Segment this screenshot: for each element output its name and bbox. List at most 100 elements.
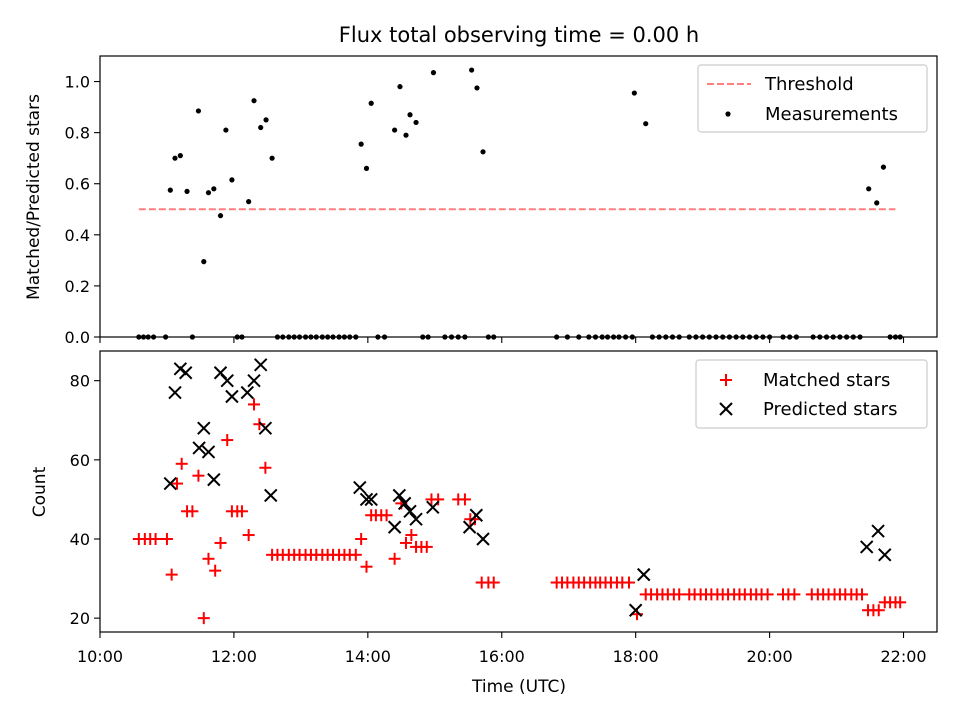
predicted-star-point bbox=[859, 540, 874, 554]
matched-star-point bbox=[872, 604, 885, 617]
bottom-x-tick-label: 16:00 bbox=[479, 647, 525, 666]
measurement-point bbox=[363, 165, 370, 171]
bottom-x-tick-label: 22:00 bbox=[880, 647, 926, 666]
matched-star-point bbox=[349, 548, 362, 561]
legend-measurements-swatch bbox=[725, 111, 731, 117]
matched-star-point bbox=[458, 493, 471, 506]
top-y-tick-label: 0.4 bbox=[65, 226, 90, 245]
bottom-plot-area bbox=[132, 358, 907, 625]
bottom-y-axis-label: Count bbox=[30, 466, 50, 517]
matched-star-point bbox=[259, 461, 272, 474]
predicted-star-point bbox=[225, 389, 239, 404]
predicted-star-point bbox=[240, 385, 255, 400]
predicted-star-point bbox=[628, 603, 643, 617]
measurement-point bbox=[201, 259, 207, 265]
matched-star-point bbox=[761, 588, 774, 601]
predicted-star-point bbox=[163, 476, 178, 491]
matched-star-point bbox=[197, 612, 210, 625]
matched-star-point bbox=[171, 477, 184, 490]
matched-star-point bbox=[248, 398, 261, 411]
measurement-point bbox=[866, 186, 872, 192]
predicted-star-point bbox=[179, 366, 193, 380]
matched-star-point bbox=[202, 552, 215, 565]
measurement-point bbox=[251, 98, 257, 104]
bottom-y-tick-label: 40 bbox=[70, 530, 90, 549]
top-panel: 0.0 0.2 0.4 0.6 0.8 1.0 Matched/Predicted sta… bbox=[24, 55, 938, 347]
measurement-point bbox=[217, 213, 224, 219]
matched-star-point bbox=[175, 457, 188, 470]
matched-star-point bbox=[253, 418, 266, 431]
predicted-star-point bbox=[220, 373, 234, 388]
predicted-star-point bbox=[637, 567, 651, 582]
matched-star-point bbox=[235, 505, 248, 518]
matched-star-point bbox=[856, 588, 869, 601]
measurement-point bbox=[211, 186, 217, 192]
predicted-star-point bbox=[387, 520, 402, 534]
legend-measurements-label: Measurements bbox=[765, 104, 898, 125]
measurement-point bbox=[469, 67, 475, 73]
predicted-star-point bbox=[409, 512, 423, 526]
top-y-tick-label: 0.6 bbox=[65, 175, 90, 194]
measurement-point bbox=[195, 108, 202, 114]
matched-star-point bbox=[622, 576, 635, 589]
bottom-y-tick-label: 20 bbox=[70, 609, 90, 628]
measurement-point bbox=[407, 112, 413, 118]
top-y-ticks: 0.0 0.2 0.4 0.6 0.8 1.0 bbox=[65, 73, 100, 347]
predicted-star-point bbox=[392, 488, 407, 503]
measurement-point bbox=[258, 124, 264, 131]
bottom-axes-frame bbox=[99, 350, 938, 633]
predicted-star-point bbox=[264, 488, 278, 503]
measurement-point bbox=[229, 177, 235, 183]
top-axes-frame bbox=[99, 55, 938, 338]
measurement-point bbox=[177, 153, 183, 159]
bottom-y-ticks: 20 40 60 80 bbox=[70, 372, 100, 628]
matched-star-point bbox=[355, 532, 368, 545]
bottom-legend: Matched stars Predicted stars bbox=[695, 359, 928, 429]
matched-star-point bbox=[209, 564, 222, 577]
predicted-star-point bbox=[871, 524, 885, 538]
matched-star-point bbox=[186, 505, 199, 518]
matched-star-point bbox=[432, 493, 445, 506]
top-x-ticks bbox=[99, 337, 905, 343]
predicted-star-point bbox=[247, 373, 261, 388]
bottom-x-tick-label: 14:00 bbox=[345, 647, 391, 666]
predicted-star-point bbox=[462, 520, 477, 534]
predicted-star-point bbox=[364, 492, 378, 507]
predicted-star-point bbox=[253, 358, 268, 372]
predicted-star-point bbox=[403, 504, 417, 518]
measurement-point bbox=[631, 90, 637, 96]
matched-star-point bbox=[673, 588, 686, 601]
predicted-star-point bbox=[359, 492, 374, 507]
measurement-point bbox=[184, 188, 190, 194]
top-legend: Threshold Measurements bbox=[697, 64, 928, 133]
legend-matched-swatch bbox=[720, 374, 732, 386]
legend-matched-label: Matched stars bbox=[763, 370, 890, 391]
bottom-x-tick-label: 12:00 bbox=[211, 647, 257, 666]
matched-star-point bbox=[360, 560, 373, 573]
matched-star-point bbox=[221, 434, 234, 447]
bottom-y-tick-label: 60 bbox=[70, 451, 90, 470]
matched-star-point bbox=[388, 552, 401, 565]
measurement-point bbox=[368, 100, 374, 106]
predicted-star-point bbox=[197, 421, 211, 435]
measurement-point bbox=[246, 199, 252, 205]
predicted-star-point bbox=[397, 496, 412, 511]
bottom-x-tick-label: 20:00 bbox=[747, 647, 793, 666]
predicted-star-point bbox=[426, 500, 440, 515]
matched-star-point bbox=[192, 469, 205, 482]
matched-star-point bbox=[380, 509, 393, 522]
bottom-y-tick-label: 80 bbox=[70, 372, 90, 391]
measurement-point bbox=[205, 190, 212, 196]
measurement-point bbox=[263, 117, 269, 123]
measurement-point bbox=[413, 119, 419, 126]
matched-star-point bbox=[420, 540, 433, 553]
measurement-point bbox=[397, 84, 403, 90]
measurement-point bbox=[880, 164, 887, 170]
matched-star-point bbox=[894, 596, 907, 609]
measurement-point bbox=[167, 187, 173, 193]
measurement-point bbox=[403, 132, 409, 138]
matched-star-point bbox=[405, 529, 418, 542]
bottom-x-ticks: 10:00 12:00 14:00 16:00 18:00 20:00 22:00 bbox=[77, 632, 927, 666]
bottom-legend-box bbox=[695, 359, 928, 429]
measurement-point bbox=[392, 127, 398, 133]
